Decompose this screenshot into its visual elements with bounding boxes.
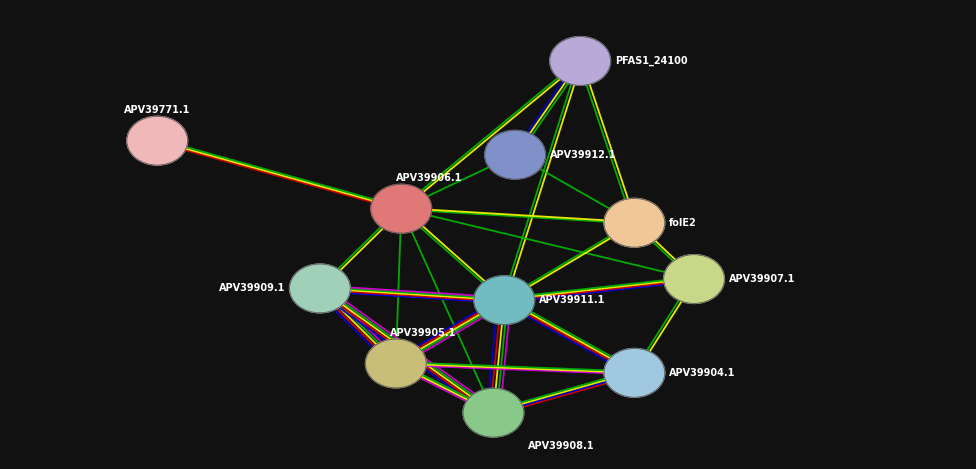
Ellipse shape bbox=[365, 339, 427, 388]
Ellipse shape bbox=[474, 276, 535, 325]
Ellipse shape bbox=[463, 388, 524, 437]
Ellipse shape bbox=[485, 130, 546, 179]
Text: APV39911.1: APV39911.1 bbox=[539, 295, 605, 305]
Ellipse shape bbox=[604, 348, 665, 397]
Ellipse shape bbox=[604, 198, 665, 247]
Text: APV39904.1: APV39904.1 bbox=[670, 368, 736, 378]
Text: APV39905.1: APV39905.1 bbox=[390, 328, 457, 338]
Ellipse shape bbox=[290, 264, 350, 313]
Ellipse shape bbox=[549, 37, 611, 85]
Ellipse shape bbox=[664, 255, 724, 303]
Text: APV39908.1: APV39908.1 bbox=[528, 440, 594, 451]
Ellipse shape bbox=[371, 184, 431, 233]
Text: APV39912.1: APV39912.1 bbox=[549, 150, 616, 160]
Text: APV39909.1: APV39909.1 bbox=[219, 283, 285, 294]
Ellipse shape bbox=[127, 116, 187, 165]
Text: PFAS1_24100: PFAS1_24100 bbox=[615, 56, 687, 66]
Text: APV39907.1: APV39907.1 bbox=[729, 274, 795, 284]
Text: folE2: folE2 bbox=[670, 218, 697, 228]
Text: APV39906.1: APV39906.1 bbox=[396, 173, 463, 183]
Text: APV39771.1: APV39771.1 bbox=[124, 105, 190, 115]
